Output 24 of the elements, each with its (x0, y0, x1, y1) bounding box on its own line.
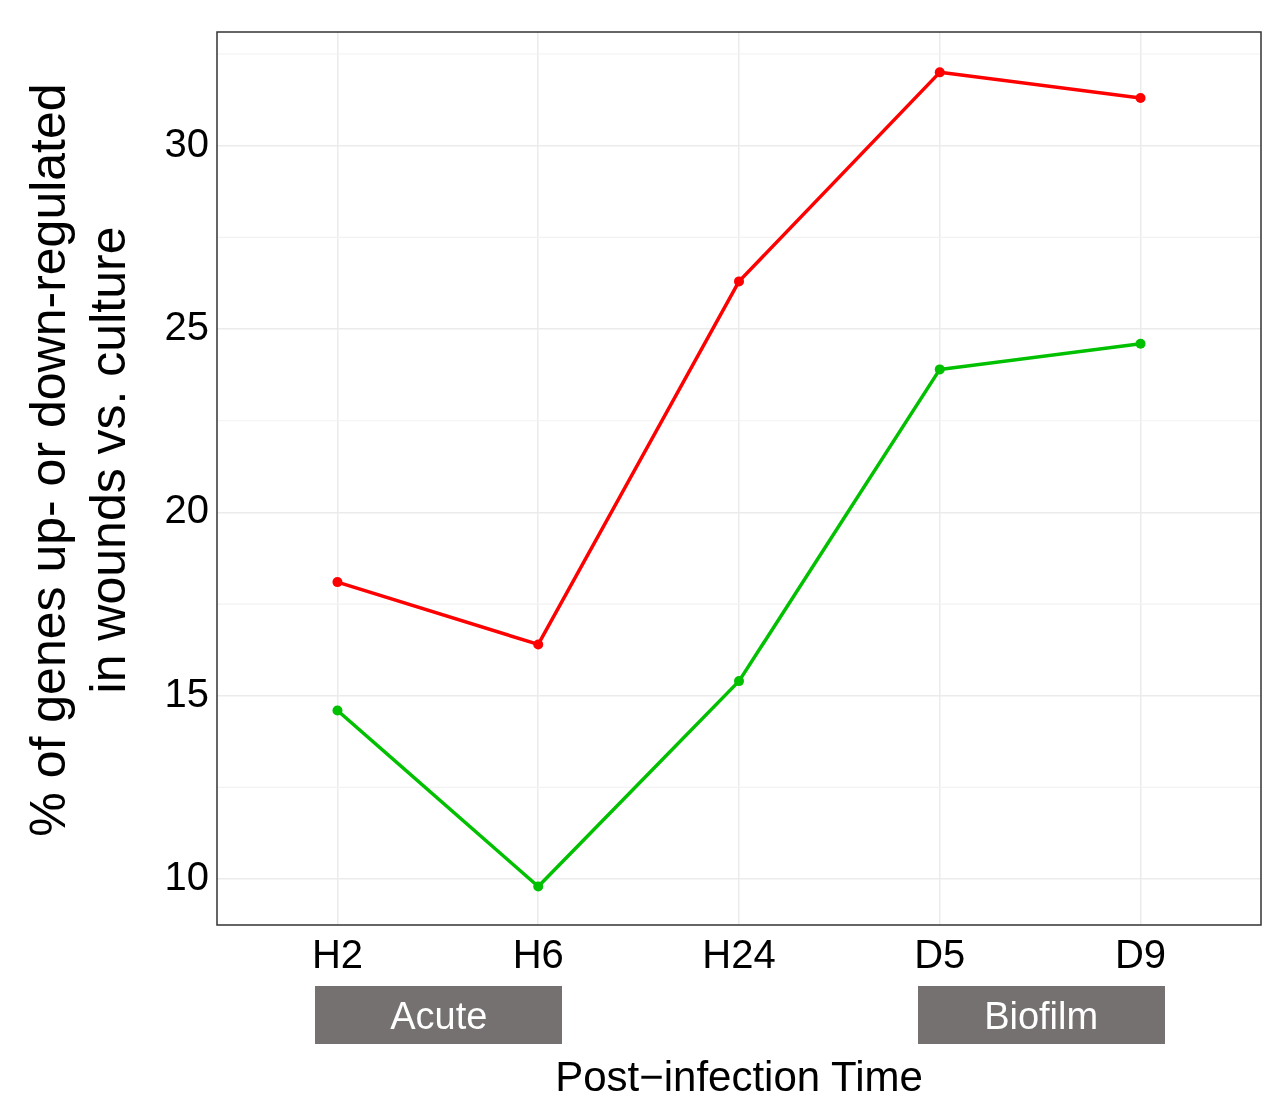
y-axis-title: % of genes up- or down-regulated in wounds vs. culture (19, 82, 137, 839)
y-tick-label: 25 (164, 304, 209, 349)
y-tick-label: 10 (164, 854, 209, 899)
y-tick-label: 15 (164, 670, 209, 715)
point (934, 67, 945, 78)
y-tick-label: 20 (164, 487, 209, 532)
x-tick-label: D5 (914, 932, 966, 977)
point (533, 639, 544, 650)
x-tick-label: H6 (512, 932, 564, 977)
point (533, 881, 544, 892)
text: Biofilm (917, 986, 1165, 1044)
point (332, 577, 343, 588)
point (1135, 338, 1146, 349)
y-tick-label: 30 (164, 120, 209, 165)
point (1135, 93, 1146, 104)
point (734, 276, 744, 287)
point (934, 364, 945, 375)
point (332, 705, 343, 716)
point (734, 676, 744, 687)
x-tick-label: D9 (1114, 932, 1167, 977)
x-axis-title: Post−infection Time (555, 1053, 923, 1101)
text: Acute (315, 986, 563, 1044)
x-tick-label: H24 (702, 932, 776, 977)
x-tick-label: H2 (311, 932, 364, 977)
